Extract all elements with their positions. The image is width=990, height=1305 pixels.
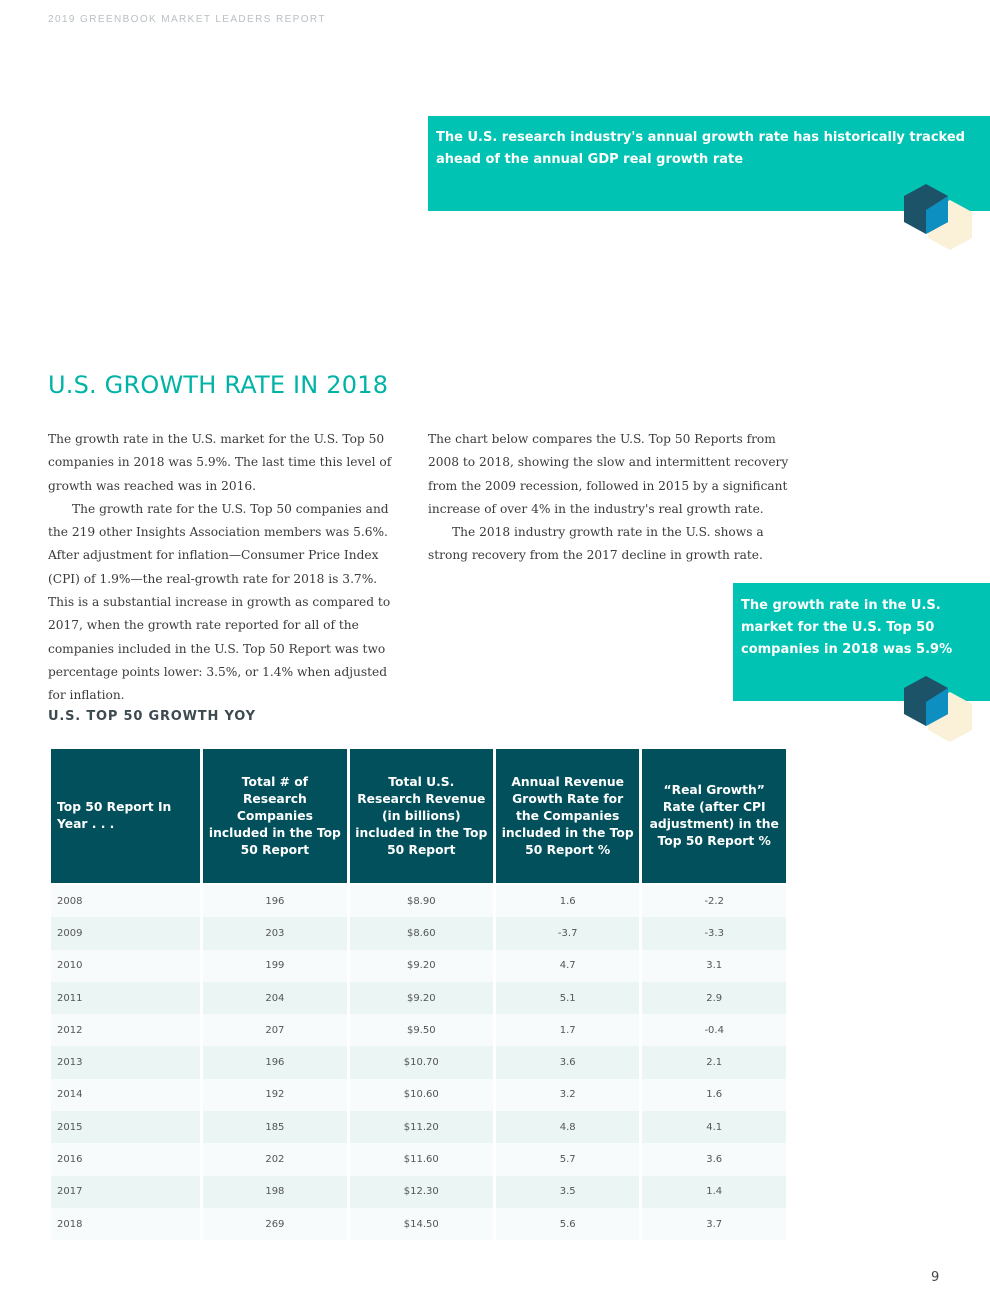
table-cell: 196	[203, 1046, 347, 1079]
column-header: Top 50 Report In Year . . .	[51, 747, 201, 885]
table-cell: 3.7	[642, 1207, 786, 1241]
table-cell: 2016	[51, 1143, 201, 1176]
table-cell: -3.7	[495, 917, 640, 950]
table-cell: 3.6	[495, 1046, 640, 1079]
table-row: 2016 202 $11.60 5.7 3.6	[51, 1143, 786, 1176]
table-cell: 3.6	[642, 1143, 786, 1176]
table-cell: 2013	[51, 1046, 201, 1079]
table-cell: 2012	[51, 1014, 201, 1047]
table-cell: 2.9	[642, 981, 786, 1015]
table-cell: $14.50	[349, 1207, 493, 1241]
table-cell: 269	[203, 1207, 347, 1241]
table-row: 2017 198 $12.30 3.5 1.4	[51, 1175, 786, 1208]
table-cell: 1.6	[642, 1078, 786, 1112]
table-row: 2009 203 $8.60 -3.7 -3.3	[51, 917, 786, 950]
table-cell: 1.7	[495, 1014, 640, 1047]
callout-industry-growth: The U.S. research industry's annual grow…	[428, 116, 990, 211]
table-cell: 202	[203, 1143, 347, 1176]
table-title: U.S. TOP 50 GROWTH YOY	[48, 709, 256, 724]
table-cell: 3.2	[495, 1078, 640, 1112]
body-column-right: The chart below compares the U.S. Top 50…	[428, 428, 790, 568]
table-cell: 2.1	[642, 1046, 786, 1079]
callout-text: The growth rate in the U.S. market for t…	[741, 598, 953, 657]
running-header: 2019 GREENBOOK MARKET LEADERS REPORT	[48, 14, 326, 25]
table-cell: 2017	[51, 1175, 201, 1208]
paragraph: The growth rate for the U.S. Top 50 comp…	[48, 501, 391, 703]
column-header: Total U.S. Research Revenue (in billions…	[349, 747, 493, 885]
table-cell: 207	[203, 1014, 347, 1047]
table-cell: -3.3	[642, 917, 786, 950]
table-cell: 5.6	[495, 1207, 640, 1241]
body-column-left: The growth rate in the U.S. market for t…	[48, 428, 398, 708]
table-cell: 2018	[51, 1207, 201, 1241]
table-cell: $8.90	[349, 885, 493, 918]
table-body: 2008 196 $8.90 1.6 -2.2 2009 203 $8.60 -3.7 -3.3 2…	[51, 885, 786, 1241]
table-cell: 203	[203, 917, 347, 950]
table-cell: $11.60	[349, 1143, 493, 1176]
table-cell: 4.8	[495, 1111, 640, 1144]
paragraph: The growth rate in the U.S. market for t…	[48, 432, 392, 493]
table-cell: 2014	[51, 1078, 201, 1112]
table-cell: 5.1	[495, 981, 640, 1015]
table-cell: $11.20	[349, 1111, 493, 1144]
growth-table: Top 50 Report In Year . . . Total # of R…	[48, 747, 789, 1241]
table-cell: 198	[203, 1175, 347, 1208]
table-cell: 199	[203, 949, 347, 982]
table-cell: 192	[203, 1078, 347, 1112]
table-row: 2012 207 $9.50 1.7 -0.4	[51, 1014, 786, 1047]
table-cell: 2008	[51, 885, 201, 918]
table-cell: 2011	[51, 981, 201, 1015]
callout-text: The U.S. research industry's annual grow…	[436, 130, 965, 167]
table-cell: 204	[203, 981, 347, 1015]
page-number: 9	[931, 1270, 940, 1285]
column-header: “Real Growth” Rate (after CPI adjustment…	[642, 747, 786, 885]
table-cell: 196	[203, 885, 347, 918]
table-row: 2018 269 $14.50 5.6 3.7	[51, 1207, 786, 1241]
table-row: 2010 199 $9.20 4.7 3.1	[51, 949, 786, 982]
table-cell: 1.6	[495, 885, 640, 918]
table-row: 2014 192 $10.60 3.2 1.6	[51, 1078, 786, 1112]
table-header-row: Top 50 Report In Year . . . Total # of R…	[51, 747, 786, 885]
table-cell: 5.7	[495, 1143, 640, 1176]
table-cell: $10.60	[349, 1078, 493, 1112]
table-cell: $10.70	[349, 1046, 493, 1079]
table-cell: 4.7	[495, 949, 640, 982]
table-cell: $9.20	[349, 949, 493, 982]
table-cell: -2.2	[642, 885, 786, 918]
table-cell: $12.30	[349, 1175, 493, 1208]
table-cell: -0.4	[642, 1014, 786, 1047]
table-row: 2013 196 $10.70 3.6 2.1	[51, 1046, 786, 1079]
table-cell: 3.5	[495, 1175, 640, 1208]
paragraph: The 2018 industry growth rate in the U.S…	[428, 525, 764, 563]
callout-2018-growth: The growth rate in the U.S. market for t…	[733, 583, 990, 701]
table-cell: 2009	[51, 917, 201, 950]
table-cell: 2010	[51, 949, 201, 982]
table-cell: 3.1	[642, 949, 786, 982]
section-title: U.S. GROWTH RATE IN 2018	[48, 371, 389, 399]
table-cell: 4.1	[642, 1111, 786, 1144]
table-cell: $9.50	[349, 1014, 493, 1047]
table-cell: $8.60	[349, 917, 493, 950]
table-row: 2015 185 $11.20 4.8 4.1	[51, 1111, 786, 1144]
table-cell: 185	[203, 1111, 347, 1144]
table-row: 2011 204 $9.20 5.1 2.9	[51, 981, 786, 1015]
column-header: Total # of Research Companies included i…	[203, 747, 347, 885]
paragraph: The chart below compares the U.S. Top 50…	[428, 432, 789, 516]
table-row: 2008 196 $8.90 1.6 -2.2	[51, 885, 786, 918]
table-cell: 2015	[51, 1111, 201, 1144]
table-cell: 1.4	[642, 1175, 786, 1208]
hexagon-cube-icon	[904, 676, 972, 742]
hexagon-cube-icon	[904, 184, 972, 250]
table-cell: $9.20	[349, 981, 493, 1015]
column-header: Annual Revenue Growth Rate for the Compa…	[495, 747, 640, 885]
